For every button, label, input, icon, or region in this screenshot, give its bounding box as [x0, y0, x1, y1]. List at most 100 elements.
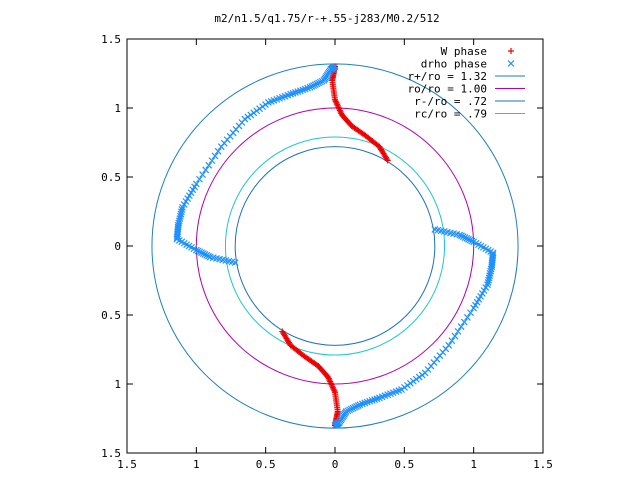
drho-phase-point: [318, 77, 326, 85]
legend-swatch: [508, 48, 514, 54]
y-tick-label: 0.5: [101, 171, 121, 184]
reference-circle: [234, 146, 436, 346]
drho-phase-point: [196, 175, 203, 183]
legend-label: ro/ro = 1.00: [408, 83, 487, 96]
drho-phase-point: [231, 259, 239, 266]
legend-label: drho phase: [421, 58, 487, 71]
drho-phase-point: [353, 403, 360, 410]
x-tick-label: 0.5: [394, 458, 414, 471]
drho-phase-point: [464, 313, 471, 321]
drho-phase-point: [342, 408, 350, 416]
drho-phase-point: [344, 407, 352, 415]
w-phase-point: [279, 328, 286, 335]
drho-phase-point: [463, 234, 471, 242]
drho-phase-point: [404, 381, 411, 389]
drho-phase-point: [466, 236, 474, 244]
x-tick-label: 1: [470, 458, 477, 471]
w-phase-point: [384, 157, 391, 164]
y-tick-label: 1.5: [101, 447, 121, 460]
drho-phase-point: [347, 405, 355, 413]
x-tick-label: 1.5: [533, 458, 553, 471]
drho-phase-point: [467, 309, 474, 317]
drho-phase-point: [448, 337, 456, 345]
drho-phase-point: [198, 249, 205, 257]
drho-phase-point: [205, 161, 213, 169]
reference-circle: [195, 107, 475, 385]
legend-label: rc/ro = .79: [414, 108, 487, 121]
legend-swatch: [507, 60, 515, 67]
drho-phase-point: [196, 248, 204, 256]
drho-phase-point: [418, 371, 426, 379]
drho-phase-point: [320, 76, 328, 84]
drho-phase-point: [461, 234, 469, 241]
drho-phase-point: [211, 152, 219, 160]
drho-phase-point: [351, 403, 359, 411]
drho-phase-point: [409, 377, 417, 385]
drho-phase-point: [401, 384, 408, 391]
drho-phase-point: [457, 323, 465, 331]
drho-phase-point: [192, 246, 200, 254]
drho-phase-point: [445, 341, 453, 349]
drho-phase-point: [205, 252, 212, 260]
y-tick-label: 1: [114, 102, 121, 115]
drho-phase-point: [313, 80, 321, 88]
reference-circle: [224, 136, 446, 356]
y-tick-label: 1.5: [101, 33, 121, 46]
y-tick-label: 1: [114, 378, 121, 391]
legend-label: r-/ro = .72: [414, 95, 487, 108]
drho-phase-point: [259, 103, 266, 111]
drho-phase-point: [354, 402, 362, 409]
drho-phase-point: [451, 332, 459, 340]
drho-phase-point: [203, 251, 211, 259]
x-tick-label: 0: [332, 458, 339, 471]
drho-phase-point: [265, 99, 272, 106]
drho-phase-point: [256, 105, 264, 113]
drho-phase-point: [214, 147, 222, 155]
drho-phase-point: [262, 101, 269, 108]
drho-phase-point: [468, 237, 476, 245]
drho-phase-point: [311, 81, 319, 89]
x-tick-label: 0.5: [256, 458, 276, 471]
drho-phase-point: [310, 82, 317, 89]
drho-phase-point: [406, 379, 414, 387]
drho-phase-point: [431, 226, 439, 233]
drho-phase-point: [460, 318, 468, 326]
drho-phase-point: [247, 111, 255, 119]
drho-phase-point: [470, 238, 478, 246]
drho-phase-point: [346, 406, 353, 414]
legend-label: r+/ro = 1.32: [408, 70, 487, 83]
drho-phase-point: [317, 78, 324, 86]
drho-phase-point: [199, 171, 206, 179]
y-tick-label: 0: [114, 240, 121, 253]
x-tick-label: 1: [193, 458, 200, 471]
drho-phase-point: [459, 233, 467, 241]
drho-phase-point: [465, 235, 472, 243]
x-tick-label: 1.5: [117, 458, 137, 471]
phase-points: [173, 63, 497, 429]
drho-phase-point: [458, 232, 465, 240]
chart-title: m2/n1.5/q1.75/r-+.55-j283/M0.2/512: [214, 12, 439, 25]
drho-phase-point: [415, 373, 423, 381]
drho-phase-point: [250, 109, 258, 117]
drho-phase-point: [199, 250, 207, 258]
drho-phase-point: [244, 113, 252, 121]
drho-phase-point: [349, 404, 357, 412]
drho-phase-point: [201, 251, 209, 258]
drho-phase-point: [217, 143, 225, 151]
drho-phase-point: [412, 375, 420, 383]
drho-phase-point: [454, 327, 462, 335]
drho-phase-point: [315, 79, 323, 87]
w-phase-point: [383, 156, 390, 163]
drho-phase-point: [202, 166, 210, 174]
axis-ticks: 1.5 1 0.5 0 0.5 1 1.51.510.500.511.5: [101, 33, 553, 471]
drho-phase-point: [308, 83, 316, 90]
drho-phase-point: [194, 247, 202, 255]
drho-phase-point: [253, 107, 261, 115]
drho-phase-point: [208, 157, 216, 165]
legend-label: W phase: [441, 45, 487, 58]
y-tick-label: 0.5: [101, 309, 121, 322]
drho-phase-point: [398, 386, 405, 393]
w-phase-point: [280, 329, 287, 336]
